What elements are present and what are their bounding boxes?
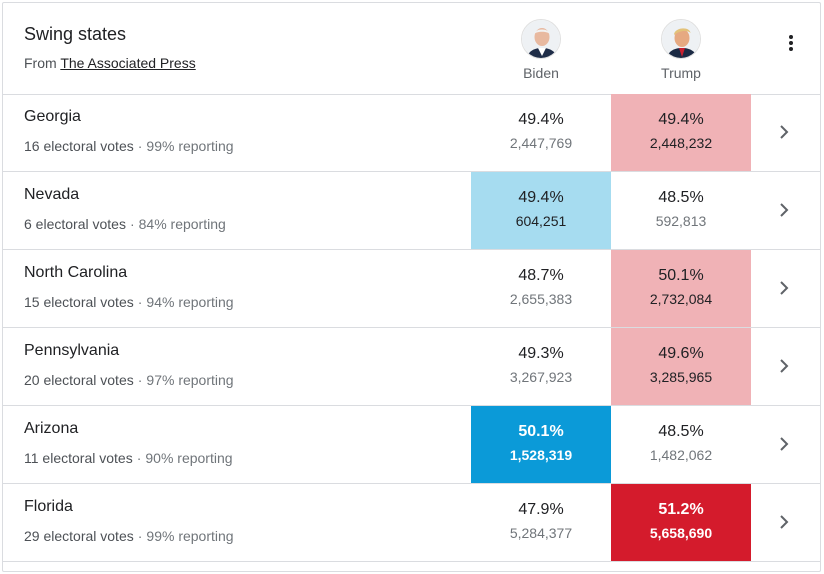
- state-row-pennsylvania[interactable]: Pennsylvania 20 electoral votes · 97% repor…: [3, 328, 820, 406]
- state-name: Georgia: [24, 108, 81, 125]
- chevron-right-icon[interactable]: [777, 434, 791, 454]
- separator-dot: ·: [129, 216, 135, 232]
- trump-votes: 592,813: [655, 213, 707, 229]
- card-header: Swing states From The Associated Press B…: [3, 3, 820, 95]
- candidate-name-trump: Trump: [661, 65, 701, 81]
- chevron-right-icon[interactable]: [777, 122, 791, 142]
- trump-votes: 2,448,232: [649, 135, 713, 151]
- biden-result: 50.1% 1,528,319: [471, 406, 611, 483]
- biden-votes: 5,284,377: [509, 525, 573, 541]
- trump-votes: 3,285,965: [649, 369, 713, 385]
- trump-votes: 1,482,062: [649, 447, 713, 463]
- trump-result: 48.5% 1,482,062: [611, 406, 751, 483]
- trump-percent: 49.4%: [658, 111, 704, 128]
- electoral-votes: 15 electoral votes: [24, 294, 134, 310]
- state-row-georgia[interactable]: Georgia 16 electoral votes · 99% reporting 4…: [3, 94, 820, 172]
- state-meta: 20 electoral votes · 97% reporting: [24, 372, 234, 388]
- biden-result: 49.4% 604,251: [471, 172, 611, 249]
- state-name: Nevada: [24, 186, 80, 203]
- separator-dot: ·: [137, 372, 143, 388]
- electoral-votes: 29 electoral votes: [24, 528, 134, 544]
- state-name: Pennsylvania: [24, 342, 120, 359]
- reporting-status: 90% reporting: [145, 450, 233, 466]
- candidate-biden: Biden: [471, 19, 611, 81]
- state-meta: 29 electoral votes · 99% reporting: [24, 528, 234, 544]
- reporting-status: 84% reporting: [138, 216, 226, 232]
- trump-votes: 5,658,690: [649, 525, 713, 541]
- trump-result: 49.4% 2,448,232: [611, 94, 751, 171]
- state-meta: 11 electoral votes · 90% reporting: [24, 450, 233, 466]
- more-options-icon[interactable]: [781, 33, 801, 57]
- trump-percent: 49.6%: [658, 345, 704, 362]
- trump-percent: 48.5%: [658, 423, 704, 440]
- source-line: From The Associated Press: [24, 55, 196, 71]
- source-link[interactable]: The Associated Press: [60, 55, 196, 71]
- trump-votes: 2,732,084: [649, 291, 713, 307]
- reporting-status: 99% reporting: [146, 528, 234, 544]
- chevron-right-icon[interactable]: [777, 278, 791, 298]
- biden-votes: 604,251: [515, 213, 567, 229]
- trump-result: 51.2% 5,658,690: [611, 484, 751, 561]
- biden-result: 47.9% 5,284,377: [471, 484, 611, 561]
- electoral-votes: 11 electoral votes: [24, 450, 133, 466]
- trump-result: 48.5% 592,813: [611, 172, 751, 249]
- state-meta: 16 electoral votes · 99% reporting: [24, 138, 234, 154]
- biden-votes: 1,528,319: [509, 447, 573, 463]
- biden-percent: 49.4%: [518, 111, 564, 128]
- source-prefix: From: [24, 55, 57, 71]
- chevron-right-icon[interactable]: [777, 200, 791, 220]
- candidate-name-biden: Biden: [523, 65, 559, 81]
- state-meta: 6 electoral votes · 84% reporting: [24, 216, 226, 232]
- state-name: North Carolina: [24, 264, 128, 281]
- separator-dot: ·: [136, 450, 142, 466]
- chevron-right-icon[interactable]: [777, 512, 791, 532]
- electoral-votes: 6 electoral votes: [24, 216, 126, 232]
- state-row-north-carolina[interactable]: North Carolina 15 electoral votes · 94% rep…: [3, 250, 820, 328]
- state-meta: 15 electoral votes · 94% reporting: [24, 294, 234, 310]
- state-name: Arizona: [24, 420, 79, 437]
- biden-votes: 2,655,383: [509, 291, 573, 307]
- biden-result: 48.7% 2,655,383: [471, 250, 611, 327]
- biden-percent: 49.3%: [518, 345, 564, 362]
- electoral-votes: 16 electoral votes: [24, 138, 134, 154]
- card-title: Swing states: [24, 24, 127, 44]
- trump-percent: 48.5%: [658, 189, 704, 206]
- biden-percent: 47.9%: [518, 501, 564, 518]
- candidate-trump: Trump: [611, 19, 751, 81]
- biden-result: 49.4% 2,447,769: [471, 94, 611, 171]
- state-row-florida[interactable]: Florida 29 electoral votes · 99% reporting 4…: [3, 484, 820, 562]
- trump-result: 50.1% 2,732,084: [611, 250, 751, 327]
- biden-votes: 3,267,923: [509, 369, 573, 385]
- biden-percent: 49.4%: [518, 189, 564, 206]
- trump-result: 49.6% 3,285,965: [611, 328, 751, 405]
- biden-votes: 2,447,769: [509, 135, 573, 151]
- reporting-status: 99% reporting: [146, 138, 234, 154]
- reporting-status: 97% reporting: [146, 372, 234, 388]
- separator-dot: ·: [137, 528, 143, 544]
- electoral-votes: 20 electoral votes: [24, 372, 134, 388]
- state-row-arizona[interactable]: Arizona 11 electoral votes · 90% reporting 5…: [3, 406, 820, 484]
- reporting-status: 94% reporting: [146, 294, 234, 310]
- trump-percent: 51.2%: [658, 501, 704, 518]
- biden-result: 49.3% 3,267,923: [471, 328, 611, 405]
- trump-avatar-icon: [661, 19, 701, 59]
- biden-percent: 50.1%: [518, 423, 564, 440]
- separator-dot: ·: [137, 138, 143, 154]
- state-row-nevada[interactable]: Nevada 6 electoral votes · 84% reporting 49.…: [3, 172, 820, 250]
- biden-avatar-icon: [521, 19, 561, 59]
- state-name: Florida: [24, 498, 73, 515]
- biden-percent: 48.7%: [518, 267, 564, 284]
- chevron-right-icon[interactable]: [777, 356, 791, 376]
- trump-percent: 50.1%: [658, 267, 704, 284]
- separator-dot: ·: [137, 294, 143, 310]
